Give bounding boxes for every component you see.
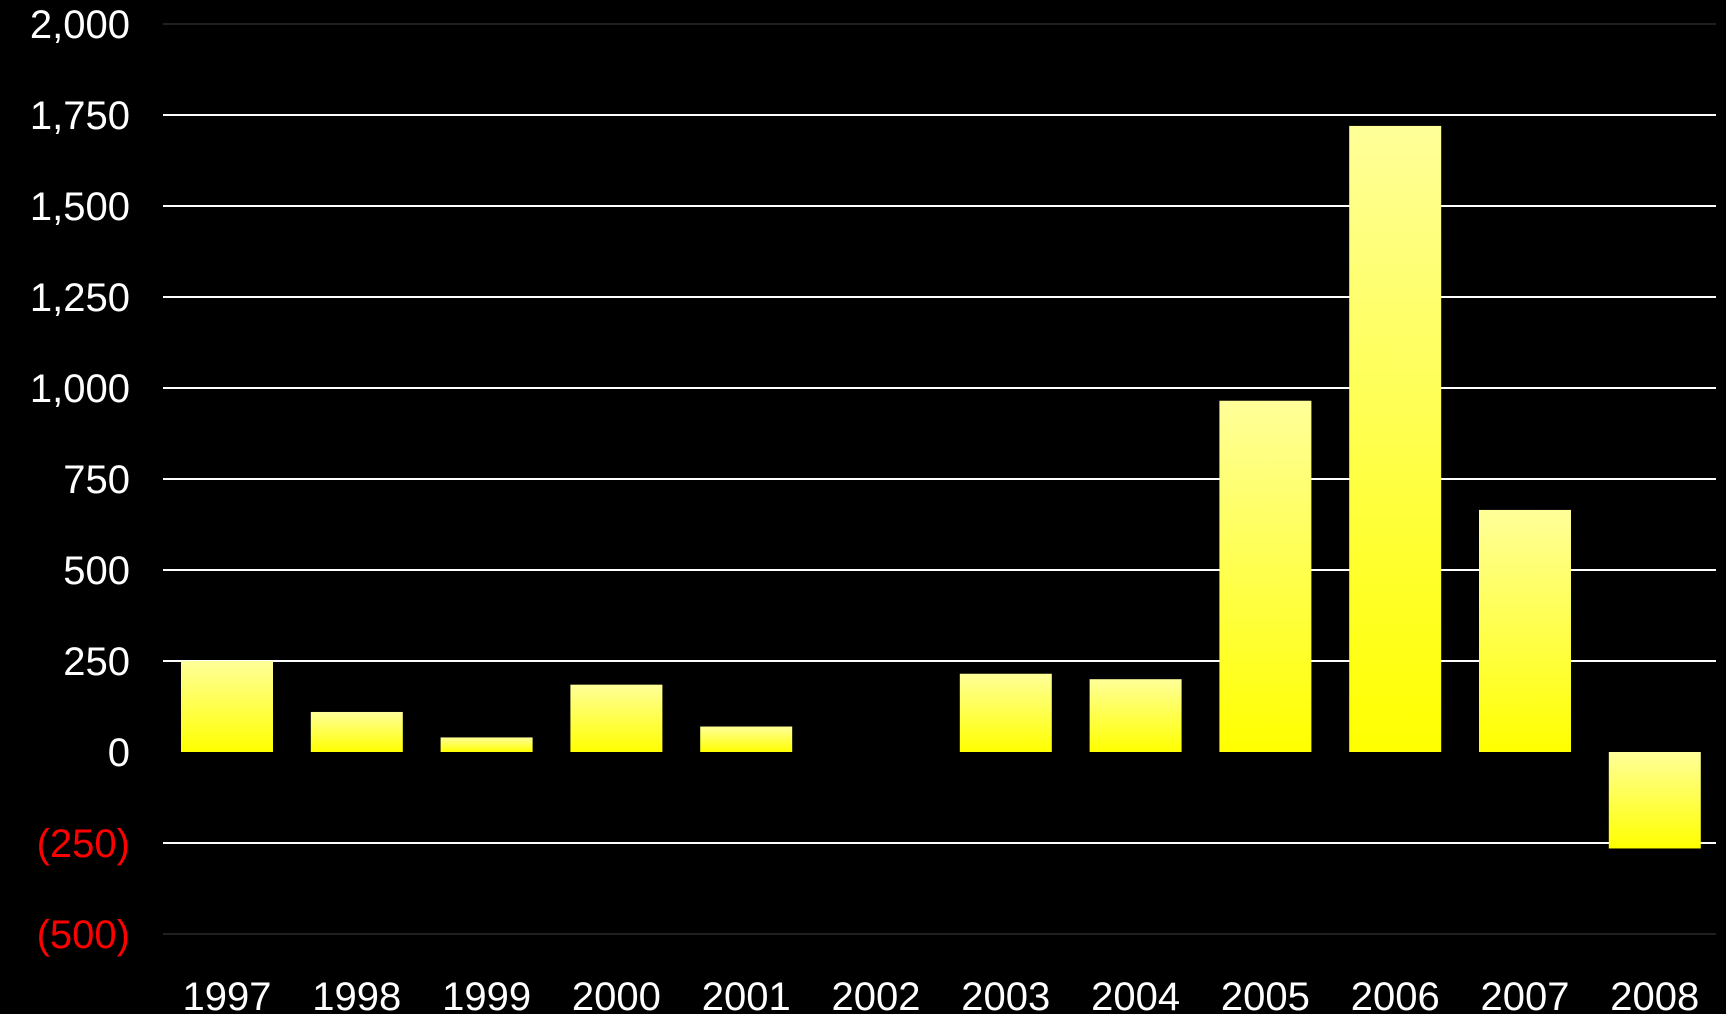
x-category-label: 2001 — [702, 975, 791, 1014]
x-category-label: 1997 — [183, 975, 272, 1014]
y-tick-label: 1,500 — [30, 185, 130, 229]
bars — [181, 125, 1701, 849]
x-category-label: 2005 — [1221, 975, 1310, 1014]
y-tick-label: 1,000 — [30, 367, 130, 411]
y-tick-label: 250 — [63, 640, 130, 684]
y-tick-label: 750 — [63, 458, 130, 502]
x-category-label: 2000 — [572, 975, 661, 1014]
x-category-label: 1999 — [442, 975, 531, 1014]
x-category-label: 1998 — [312, 975, 401, 1014]
bar-2005 — [1219, 400, 1312, 752]
bar-1997 — [181, 661, 273, 752]
y-tick-label: (500) — [37, 913, 130, 957]
bar-2008 — [1608, 752, 1701, 849]
x-category-label: 2003 — [961, 975, 1050, 1014]
y-tick-label: 500 — [63, 549, 130, 593]
bar-2003 — [959, 673, 1052, 752]
x-category-label: 2006 — [1351, 975, 1440, 1014]
y-tick-label: (250) — [37, 822, 130, 866]
y-axis-tick-labels: 2,000 1,750 1,500 1,250 1,000 750 500 250 0 (250)… — [30, 3, 130, 957]
y-tick-label: 0 — [108, 731, 130, 775]
x-category-label: 2002 — [832, 975, 921, 1014]
bar-1998 — [310, 711, 403, 752]
bar-2000 — [570, 684, 663, 752]
y-tick-label: 1,750 — [30, 94, 130, 138]
bar-2007 — [1479, 509, 1571, 752]
bar-2004 — [1089, 679, 1182, 752]
x-category-label: 2007 — [1481, 975, 1570, 1014]
bar-1999 — [440, 737, 533, 752]
x-category-label: 2008 — [1610, 975, 1699, 1014]
gridlines — [163, 23, 1716, 935]
y-tick-label: 2,000 — [30, 3, 130, 47]
x-axis-category-labels: 1997 1998 1999 2000 2001 2002 2003 2004 2005 2006… — [183, 975, 1700, 1014]
bar-2001 — [700, 726, 793, 752]
y-tick-label: 1,250 — [30, 276, 130, 320]
x-category-label: 2004 — [1091, 975, 1180, 1014]
bar-2006 — [1349, 125, 1442, 753]
